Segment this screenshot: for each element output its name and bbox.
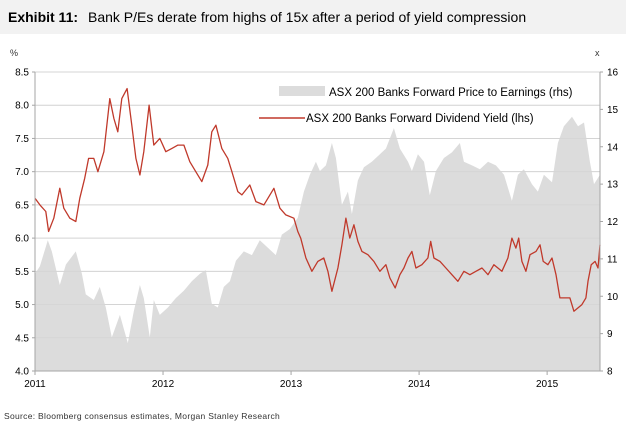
legend-label-yield: ASX 200 Banks Forward Dividend Yield (lh…: [306, 113, 534, 125]
y-right-tick-label: 9: [607, 329, 613, 340]
chart-title-prefix: Exhibit 11:: [8, 9, 78, 25]
y-left-tick-label: 7.0: [15, 167, 29, 178]
x-tick-label: 2015: [536, 379, 559, 390]
y-left-tick-label: 5.0: [15, 300, 29, 311]
y-left-tick-label: 5.5: [15, 267, 29, 278]
x-tick-label: 2013: [280, 379, 303, 390]
axis-ticks: 4.0 4.5 5.0 5.5 6.0 6.5 7.0 7.5 8.0 8.5 8 9 10 11 12 13…: [15, 68, 618, 391]
y-right-tick-label: 13: [607, 180, 619, 191]
y-left-tick-label: 6.5: [15, 200, 29, 211]
y-right-tick-label: 10: [607, 292, 619, 303]
legend-label-pe: ASX 200 Banks Forward Price to Earnings …: [329, 87, 573, 99]
x-tick-label: 2014: [408, 379, 431, 390]
y-left-tick-label: 8.0: [15, 101, 29, 112]
y-right-unit-label: x: [595, 48, 600, 58]
y-right-tick-label: 16: [607, 68, 619, 79]
legend: ASX 200 Banks Forward Price to Earnings …: [259, 86, 573, 125]
y-left-unit-label: %: [10, 48, 18, 58]
y-left-tick-label: 4.5: [15, 333, 29, 344]
x-tick-label: 2011: [24, 379, 46, 390]
source-note: Source: Bloomberg consensus estimates, M…: [4, 411, 280, 421]
y-right-tick-label: 11: [607, 254, 618, 265]
y-left-tick-label: 6.0: [15, 234, 29, 245]
yield-line-series: [34, 87, 601, 312]
y-left-tick-label: 8.5: [15, 68, 29, 79]
pe-area-series: [35, 116, 600, 371]
y-right-tick-label: 14: [607, 142, 619, 153]
chart-title: Bank P/Es derate from highs of 15x after…: [88, 9, 526, 25]
gridlines-overlay: [35, 71, 600, 339]
legend-swatch-pe: [279, 86, 325, 96]
y-right-tick-label: 8: [607, 367, 613, 378]
y-right-tick-label: 12: [607, 217, 619, 228]
title-bar: [0, 0, 626, 34]
y-left-tick-label: 4.0: [15, 367, 29, 378]
y-right-tick-label: 15: [607, 105, 619, 116]
x-tick-label: 2012: [152, 379, 175, 390]
y-left-tick-label: 7.5: [15, 134, 29, 145]
